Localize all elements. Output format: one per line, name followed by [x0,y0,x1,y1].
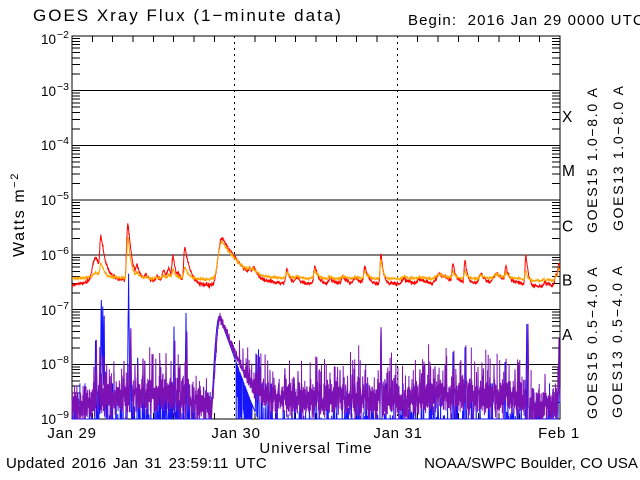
svg-text:Watts m−2: Watts m−2 [9,172,28,257]
svg-text:GOES15 0.5−4.0 A: GOES15 0.5−4.0 A [584,265,600,419]
svg-text:−8: −8 [57,354,69,366]
svg-text:GOES Xray Flux (1−minute data): GOES Xray Flux (1−minute data) [33,6,343,25]
svg-text:X: X [562,109,573,126]
svg-text:−5: −5 [57,190,69,202]
svg-text:10: 10 [41,138,56,153]
svg-text:10: 10 [41,193,56,208]
svg-text:Jan 31: Jan 31 [373,425,422,442]
svg-text:−3: −3 [57,81,69,93]
svg-text:C: C [562,219,573,236]
svg-text:Jan 30: Jan 30 [211,425,260,442]
svg-text:GOES13 0.5−4.0 A: GOES13 0.5−4.0 A [609,264,625,418]
svg-text:GOES15 1.0−8.0 A: GOES15 1.0−8.0 A [584,86,600,233]
svg-text:Jan 29: Jan 29 [47,425,96,442]
svg-text:10: 10 [41,303,56,318]
svg-text:M: M [562,163,575,180]
svg-text:10: 10 [41,84,56,99]
svg-text:NOAA/SWPC Boulder, CO USA: NOAA/SWPC Boulder, CO USA [424,455,638,472]
svg-text:10: 10 [41,412,56,427]
svg-text:Feb 1: Feb 1 [538,425,580,442]
svg-text:10: 10 [41,248,56,263]
svg-text:GOES13 1.0−8.0 A: GOES13 1.0−8.0 A [610,84,626,231]
svg-text:−7: −7 [57,300,69,312]
svg-text:Universal Time: Universal Time [259,440,372,457]
svg-text:10: 10 [41,32,56,47]
svg-text:Begin: 2016 Jan 29 0000 UTC: Begin: 2016 Jan 29 0000 UTC [408,12,640,29]
svg-text:Updated 2016 Jan 31 23:59:11 U: Updated 2016 Jan 31 23:59:11 UTC [6,455,267,472]
svg-text:−6: −6 [57,245,69,257]
svg-text:−9: −9 [57,409,69,421]
svg-text:−2: −2 [57,29,69,41]
svg-text:10: 10 [41,357,56,372]
svg-text:B: B [562,273,572,290]
svg-text:−4: −4 [57,135,69,147]
svg-text:A: A [562,327,573,344]
